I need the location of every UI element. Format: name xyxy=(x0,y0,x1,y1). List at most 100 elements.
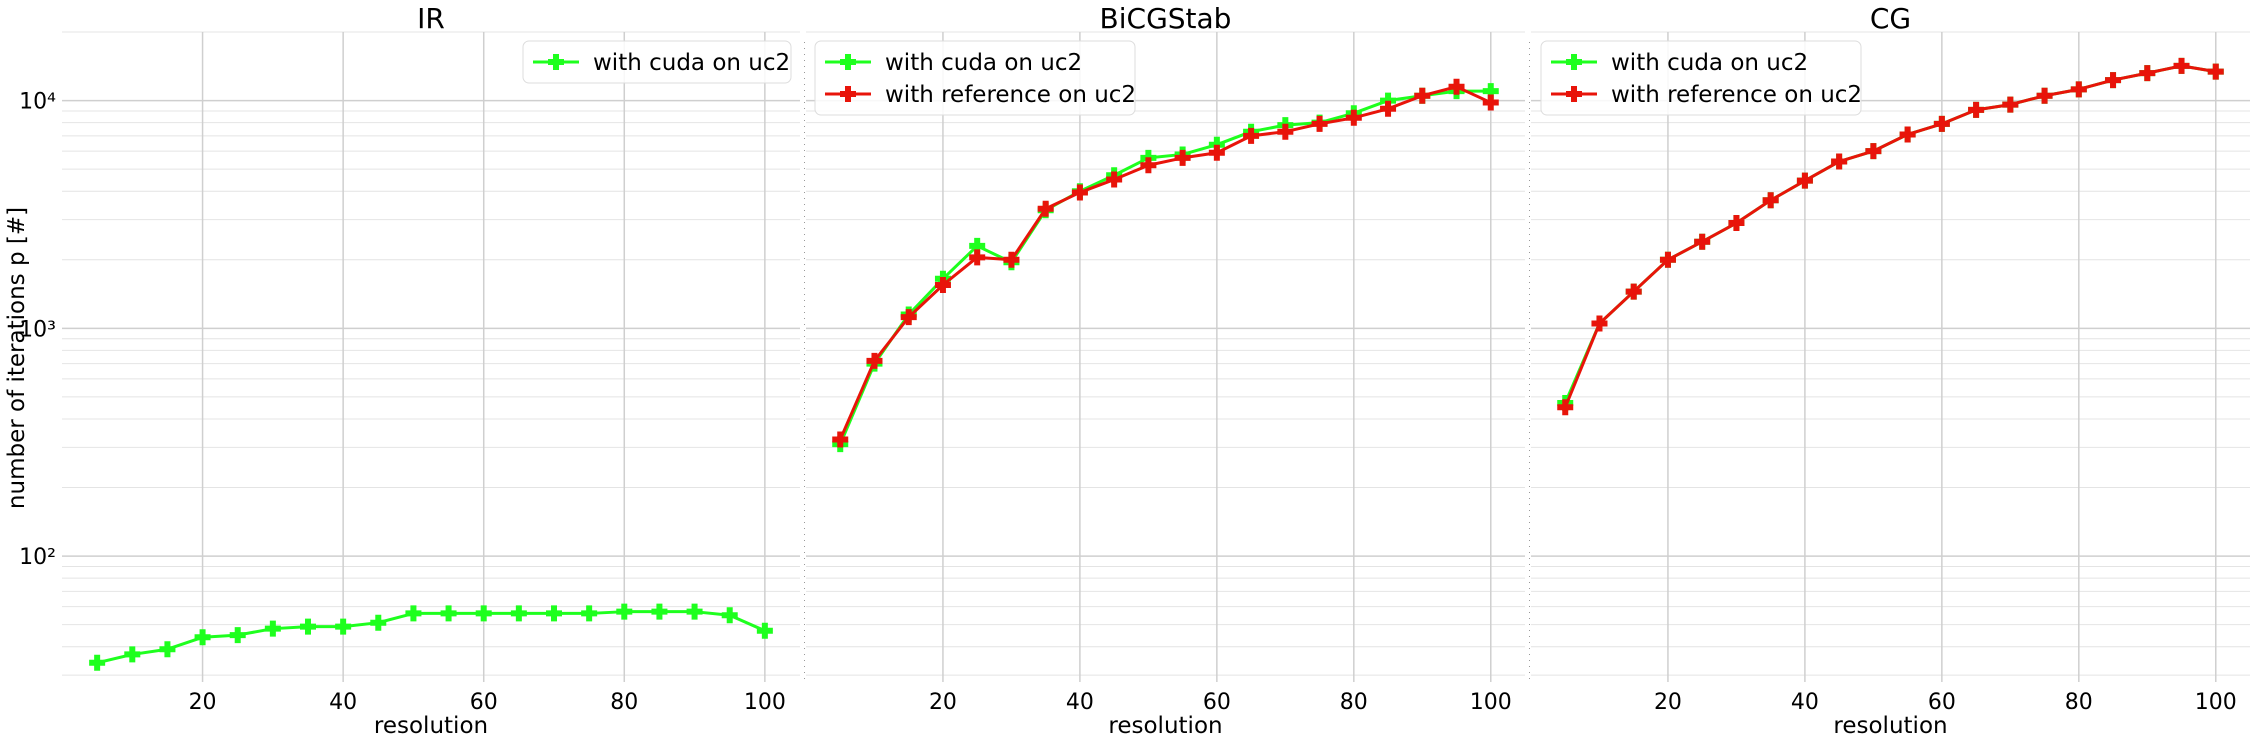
data-point xyxy=(1482,94,1499,111)
axis-dot xyxy=(1529,192,1530,193)
axis-dot xyxy=(804,42,805,43)
data-point xyxy=(934,276,951,293)
axis-dot xyxy=(804,378,805,379)
axis-dot xyxy=(1529,618,1530,619)
axis-dot xyxy=(804,420,805,421)
data-point xyxy=(1208,144,1225,161)
data-point xyxy=(969,249,986,266)
x-tick-label: 100 xyxy=(744,690,786,715)
axis-dot xyxy=(804,468,805,469)
axis-dot xyxy=(804,366,805,367)
axis-dot xyxy=(804,480,805,481)
data-point xyxy=(1414,87,1431,104)
data-point xyxy=(194,629,211,646)
axis-dot xyxy=(804,414,805,415)
axis-dot xyxy=(1529,624,1530,625)
axis-dot xyxy=(1529,252,1530,253)
axis-dot xyxy=(1529,156,1530,157)
axis-dot xyxy=(804,252,805,253)
y-tick-label: 10³ xyxy=(19,317,56,342)
axis-dot xyxy=(1529,444,1530,445)
axis-dot xyxy=(1529,120,1530,121)
series-line xyxy=(838,85,1492,441)
data-point xyxy=(1345,109,1362,126)
data-point xyxy=(370,614,387,631)
axis-dot xyxy=(1529,234,1530,235)
axis-dot xyxy=(804,210,805,211)
axis-dot xyxy=(804,264,805,265)
data-point xyxy=(866,352,883,369)
axis-dot xyxy=(1529,42,1530,43)
axis-dot xyxy=(804,162,805,163)
data-point xyxy=(1865,143,1882,160)
axis-dot xyxy=(1529,138,1530,139)
axis-dot xyxy=(804,582,805,583)
axis-dot xyxy=(1529,222,1530,223)
data-point xyxy=(229,627,246,644)
axis-dot xyxy=(804,612,805,613)
axis-dot xyxy=(804,408,805,409)
data-point xyxy=(1448,78,1465,95)
axis-dot xyxy=(1529,516,1530,517)
axis-dot xyxy=(804,522,805,523)
axis-dot xyxy=(804,540,805,541)
axis-dot xyxy=(1529,432,1530,433)
axis-dot xyxy=(804,360,805,361)
axis-dot xyxy=(804,348,805,349)
axis-dot xyxy=(804,396,805,397)
axis-dot xyxy=(804,624,805,625)
data-point xyxy=(1482,83,1499,100)
data-point xyxy=(1968,101,1985,118)
axis-dot xyxy=(804,258,805,259)
axis-dot xyxy=(804,660,805,661)
legend-box xyxy=(522,40,792,84)
data-point xyxy=(2002,96,2019,113)
axis-dot xyxy=(804,648,805,649)
data-point xyxy=(1003,251,1020,268)
x-axis-label: resolution xyxy=(1108,713,1222,739)
series-line xyxy=(1563,64,2217,408)
data-point xyxy=(2070,81,2087,98)
data-point xyxy=(900,309,917,326)
axis-dot xyxy=(804,180,805,181)
axis-dot xyxy=(1529,270,1530,271)
axis-dot xyxy=(804,222,805,223)
x-tick-label: 60 xyxy=(1928,690,1956,715)
axis-dot xyxy=(1529,630,1530,631)
y-axis-label: number of iterations p [#] xyxy=(4,207,30,509)
axis-dot xyxy=(1529,330,1530,331)
axis-dot xyxy=(804,246,805,247)
data-point xyxy=(1380,100,1397,117)
axis-dot xyxy=(1529,414,1530,415)
panel-title: CG xyxy=(1870,2,1911,35)
axis-dot xyxy=(1529,672,1530,673)
legend-marker xyxy=(1566,86,1582,102)
y-tick-label: 10⁴ xyxy=(19,90,56,115)
x-tick-label: 20 xyxy=(1654,690,1682,715)
data-point xyxy=(546,605,562,622)
axis-dot xyxy=(1529,300,1530,301)
x-tick-label: 20 xyxy=(189,690,217,715)
axis-dot xyxy=(1529,312,1530,313)
axis-dot xyxy=(1529,582,1530,583)
legend-marker xyxy=(1566,54,1582,70)
axis-dot xyxy=(1529,132,1530,133)
axis-dot xyxy=(1529,648,1530,649)
axis-dot xyxy=(1529,426,1530,427)
axis-dot xyxy=(804,72,805,73)
axis-dot xyxy=(1529,360,1530,361)
axis-dot xyxy=(804,534,805,535)
data-point xyxy=(1899,126,1916,143)
axis-dot xyxy=(1529,240,1530,241)
axis-dot xyxy=(1529,510,1530,511)
data-point xyxy=(651,603,668,620)
axis-dot xyxy=(804,54,805,55)
x-tick-label: 80 xyxy=(610,690,638,715)
axis-dot xyxy=(804,168,805,169)
axis-dot xyxy=(804,636,805,637)
axis-dot xyxy=(1529,408,1530,409)
data-point xyxy=(159,641,176,658)
axis-dot xyxy=(804,456,805,457)
axis-dot xyxy=(804,90,805,91)
axis-dot xyxy=(1529,654,1530,655)
